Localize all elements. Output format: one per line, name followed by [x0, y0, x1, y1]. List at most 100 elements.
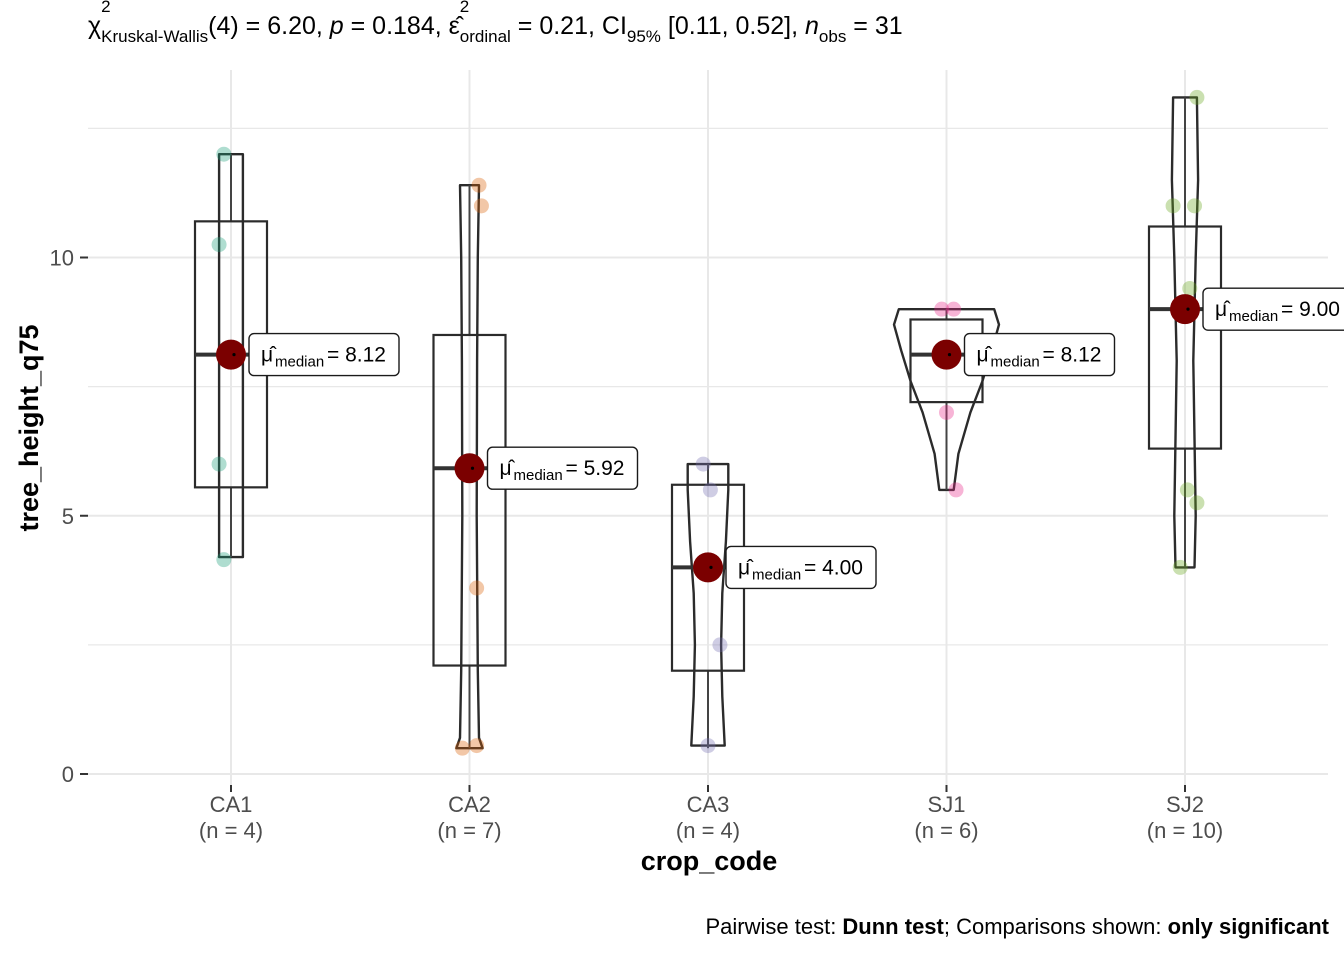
median-label-box [963, 332, 1116, 377]
median-label-mu: μ̂ [1215, 298, 1231, 321]
x-tick-n-label: (n = 7) [437, 818, 501, 843]
median-label-sub: median [991, 354, 1040, 371]
y-axis-label: tree_height_q75 [14, 324, 44, 531]
median-point [216, 339, 246, 370]
median-dot [947, 353, 952, 357]
data-point [948, 482, 964, 498]
median-label-box [486, 446, 639, 490]
caption-shown: only significant [1167, 914, 1329, 939]
median-label-value: = 5.92 [566, 457, 625, 480]
subtitle-df-stat: (4) = 6.20, [208, 12, 330, 40]
median-label-value: = 4.00 [804, 556, 863, 579]
points [211, 89, 1205, 756]
data-point [1172, 559, 1188, 575]
median-label-sub: median [1229, 308, 1278, 325]
x-axis-label: crop_code [641, 846, 778, 876]
median-label-sj1: μ̂ median = 8.12 [963, 332, 1116, 377]
median-label-ca2: μ̂ median = 5.92 [486, 446, 639, 490]
y-tick-label: 5 [62, 504, 74, 529]
caption-test: Dunn test [842, 914, 944, 939]
median-dot [709, 565, 713, 570]
data-point [471, 177, 487, 193]
data-point [1189, 89, 1205, 105]
chart-subtitle: χ 2 Kruskal-Wallis(4) = 6.20, p = 0.184, ε… [88, 0, 903, 46]
data-point [939, 404, 954, 420]
data-point [695, 456, 711, 472]
median-point [454, 453, 485, 484]
median-label-mu: μ̂ [977, 344, 993, 367]
data-point [1189, 495, 1205, 511]
x-tick-n-label: (n = 4) [676, 818, 740, 843]
caption-middle: ; Comparisons shown: [943, 914, 1168, 939]
data-point [946, 301, 962, 317]
median-point [931, 339, 962, 370]
box-sj2 [1147, 225, 1223, 450]
subtitle-eps-value: = 0.21, CI [510, 12, 627, 40]
median-label-mu: μ̂ [738, 556, 754, 579]
box-ca2 [432, 333, 507, 667]
subtitle-chi: χ [88, 12, 102, 40]
median-labels: μ̂ median = 8.12μ̂ median = 5.92μ̂ median = 4.… [248, 287, 1344, 590]
data-point [702, 482, 718, 498]
median-label-sub: median [514, 467, 563, 484]
median-label-value: = 8.12 [1043, 344, 1102, 367]
median-label-value: = 9.00 [1281, 298, 1340, 321]
violin-ca3 [686, 462, 730, 747]
x-tick-label: CA2 [448, 792, 491, 817]
data-point [1182, 280, 1198, 296]
median-label-value: = 8.12 [327, 344, 386, 367]
subtitle-chi-sup: 2 [101, 0, 111, 16]
subtitle-epsilon: ε̂ [448, 12, 460, 40]
data-point [934, 301, 950, 317]
median-label-box [725, 545, 877, 590]
data-point [216, 552, 232, 568]
subtitle-eps-sub: ordinal [459, 27, 511, 46]
median-label-box [248, 332, 400, 377]
data-point [211, 237, 227, 253]
data-point [216, 146, 232, 162]
subtitle-ci-value: [0.11, 0.52], [660, 12, 806, 40]
median-point [693, 552, 723, 583]
data-point [1187, 198, 1203, 214]
median-label-sj2: μ̂ median = 9.00 [1202, 287, 1344, 331]
x-tick-label: SJ1 [928, 792, 966, 817]
x-tick-n-label: (n = 10) [1147, 818, 1223, 843]
subtitle-p: p [329, 12, 344, 40]
violin-ca2 [455, 184, 484, 750]
data-point [712, 637, 728, 653]
data-point [1179, 482, 1195, 498]
x-tick-label: CA3 [687, 792, 730, 817]
data-point [469, 580, 485, 596]
median-dot [470, 466, 475, 470]
median-label-ca1: μ̂ median = 8.12 [248, 332, 400, 377]
subtitle-eps-sup: 2 [459, 0, 470, 16]
violin-sj2 [1170, 96, 1200, 569]
data-point [1165, 198, 1181, 214]
median-label-ca3: μ̂ median = 4.00 [725, 545, 877, 590]
median-label-box [1202, 287, 1344, 331]
median-label-mu: μ̂ [261, 344, 277, 367]
data-point [700, 738, 716, 754]
caption-prefix: Pairwise test: [705, 914, 843, 939]
violin-ca1 [217, 153, 245, 559]
x-tick-label: SJ2 [1166, 792, 1204, 817]
x-tick-label: CA1 [210, 792, 253, 817]
x-tick-n-label: (n = 4) [199, 818, 263, 843]
subtitle-ci-sub: 95% [626, 27, 661, 46]
median-points [216, 294, 1200, 583]
data-point [454, 740, 470, 756]
subtitle-chi-sub: Kruskal-Wallis [101, 27, 209, 46]
median-label-sub: median [275, 354, 324, 371]
median-dot [232, 353, 236, 357]
subtitle-n: n [805, 12, 819, 40]
median-point [1170, 294, 1200, 325]
subtitle-p-value: = 0.184, [343, 12, 449, 40]
subtitle-n-value: = 31 [846, 12, 903, 40]
median-label-sub: median [752, 566, 801, 583]
data-point [469, 738, 485, 754]
data-point [473, 198, 489, 214]
subtitle-n-sub: obs [818, 27, 847, 46]
data-point [211, 456, 227, 472]
